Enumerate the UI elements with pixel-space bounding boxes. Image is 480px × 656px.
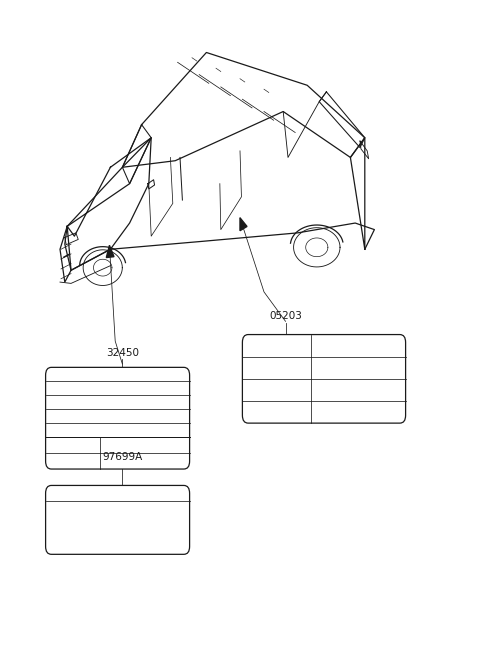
Text: 97699A: 97699A xyxy=(102,453,143,462)
FancyBboxPatch shape xyxy=(242,335,406,423)
FancyBboxPatch shape xyxy=(46,485,190,554)
FancyBboxPatch shape xyxy=(46,367,190,469)
Text: 32450: 32450 xyxy=(106,348,139,358)
Polygon shape xyxy=(107,245,114,258)
Polygon shape xyxy=(240,218,247,231)
Text: 05203: 05203 xyxy=(269,312,302,321)
